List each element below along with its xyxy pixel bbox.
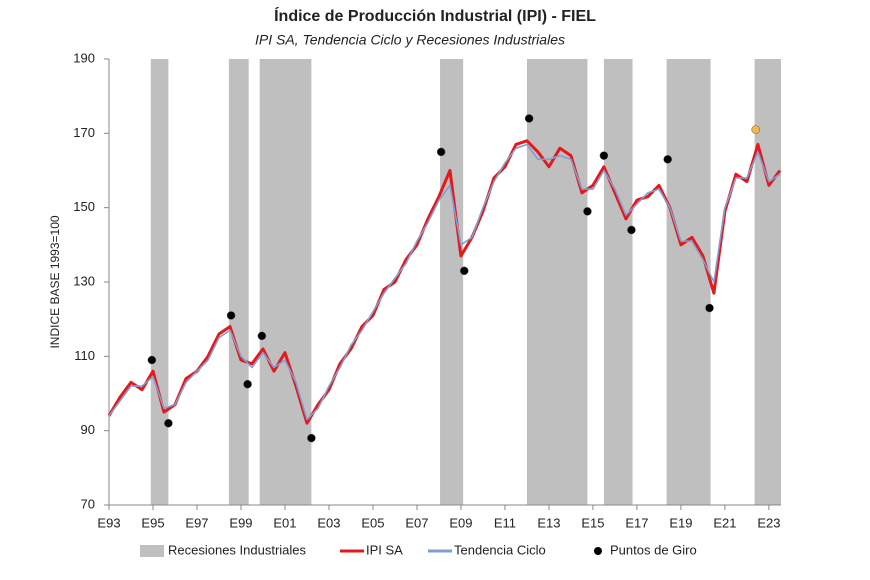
legend-label: Puntos de Giro bbox=[610, 542, 697, 557]
turning-point bbox=[226, 311, 236, 320]
x-tick-label: E05 bbox=[361, 515, 384, 530]
series-line bbox=[108, 143, 781, 421]
y-tick-label: 130 bbox=[73, 273, 95, 288]
x-tick-label: E15 bbox=[581, 515, 604, 530]
x-tick-label: E95 bbox=[141, 515, 164, 530]
x-tick-label: E03 bbox=[317, 515, 340, 530]
turning-point bbox=[257, 331, 267, 341]
recession-band bbox=[228, 59, 249, 505]
turning-point bbox=[436, 147, 446, 157]
recession-band bbox=[440, 59, 464, 505]
y-tick-label: 110 bbox=[74, 348, 95, 363]
chart-subtitle: IPI SA, Tendencia Ciclo y Recesiones Ind… bbox=[255, 32, 565, 48]
y-tick-label: 190 bbox=[73, 50, 95, 65]
turning-point bbox=[705, 303, 714, 313]
x-tick-label: E17 bbox=[625, 515, 648, 530]
x-tick-label: E99 bbox=[229, 515, 252, 530]
recession-band bbox=[259, 59, 312, 505]
recession-band bbox=[150, 59, 169, 505]
x-tick-label: E19 bbox=[669, 515, 692, 530]
x-tick-label: E93 bbox=[97, 515, 120, 530]
recession-band bbox=[666, 59, 711, 505]
turning-point bbox=[147, 355, 157, 365]
recession-band bbox=[526, 59, 588, 505]
turning-point bbox=[599, 151, 609, 160]
y-tick-label: 90 bbox=[81, 422, 95, 437]
recession-band bbox=[754, 59, 781, 505]
turning-point bbox=[627, 225, 636, 235]
x-tick-label: E11 bbox=[494, 515, 516, 530]
turning-point bbox=[663, 155, 672, 164]
turning-point bbox=[583, 207, 592, 216]
turning-point bbox=[243, 379, 252, 389]
legend-label: Recesiones Industriales bbox=[168, 542, 307, 557]
legend-swatch bbox=[594, 547, 602, 555]
y-tick-label: 150 bbox=[73, 199, 95, 214]
x-tick-label: E23 bbox=[757, 515, 780, 530]
x-tick-label: E07 bbox=[405, 515, 428, 530]
chart-title: Índice de Producción Industrial (IPI) - … bbox=[274, 6, 596, 25]
x-tick-label: E01 bbox=[273, 515, 296, 530]
y-axis-label: INDICE BASE 1993=100 bbox=[48, 215, 62, 348]
y-tick-label: 170 bbox=[73, 125, 95, 140]
y-tick-label: 70 bbox=[81, 496, 95, 511]
x-tick-label: E13 bbox=[537, 515, 560, 530]
recession-band bbox=[603, 59, 633, 505]
x-tick-label: E21 bbox=[713, 515, 736, 530]
legend-label: Tendencia Ciclo bbox=[454, 542, 546, 557]
legend-label: IPI SA bbox=[366, 542, 403, 557]
turning-point bbox=[524, 114, 534, 123]
x-tick-label: E09 bbox=[449, 515, 472, 530]
legend-swatch bbox=[140, 545, 164, 557]
turning-point bbox=[307, 433, 316, 443]
x-tick-label: E97 bbox=[185, 515, 208, 530]
turning-point bbox=[164, 418, 173, 428]
turning-point bbox=[459, 266, 469, 276]
turning-point bbox=[751, 125, 760, 134]
